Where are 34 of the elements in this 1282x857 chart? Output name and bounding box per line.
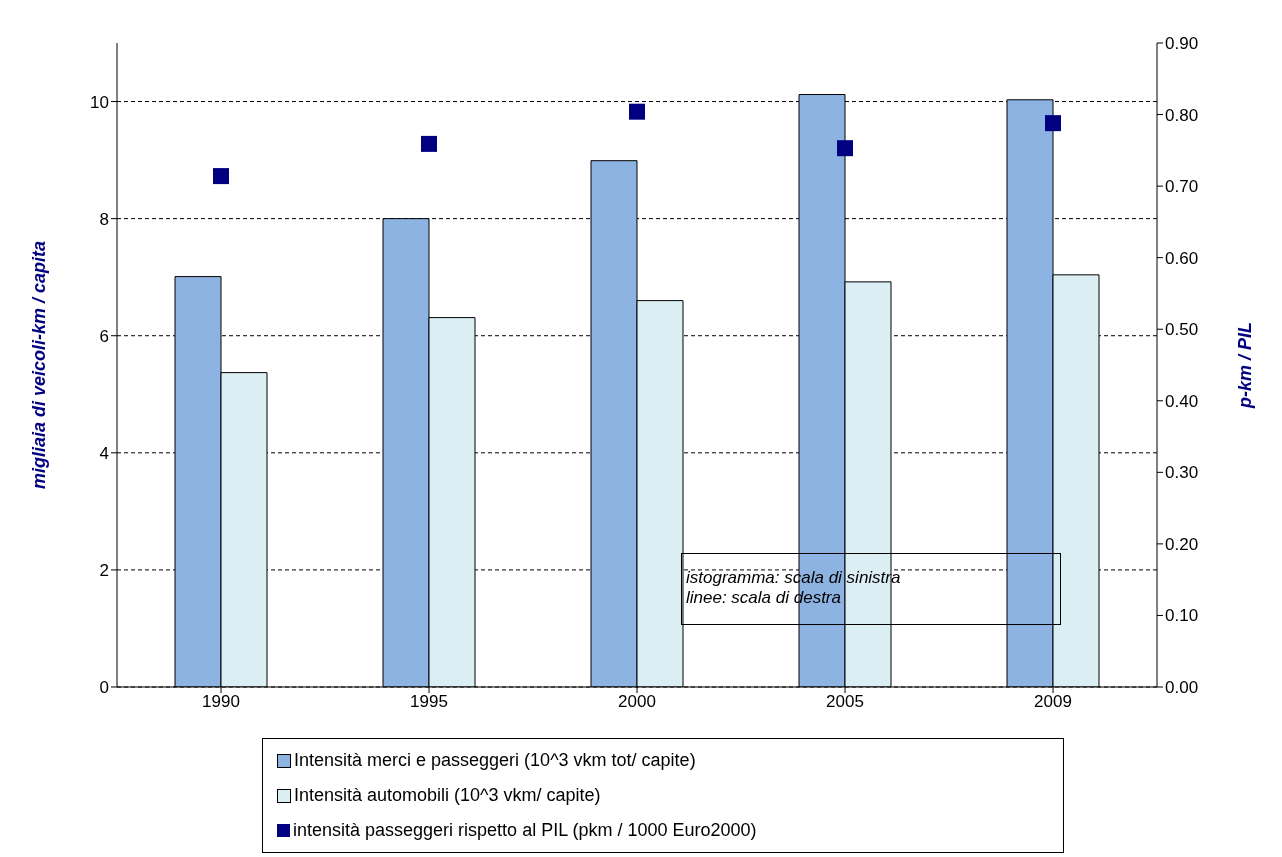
y2-tick-label: 0.30 [1165,463,1199,483]
annotation: linee: scala di destra [686,588,842,608]
y2-tick-label: 0.40 [1165,391,1199,411]
x-tick-label: 1990 [202,692,240,712]
y-tick-label: 4 [99,443,109,463]
annotation: istogramma: scala di sinistra [686,568,902,588]
x-tick-label: 2009 [1034,692,1072,712]
point [1045,115,1061,132]
y2-tick-label: 0.00 [1165,678,1199,698]
legend-label: Intensità merci e passeggeri (10^3 vkm tot/ capite) [294,750,696,771]
point [213,168,229,185]
x-tick-label: 1995 [410,692,448,712]
y2-tick-label: 0.80 [1165,105,1199,125]
y2-tick-label: 0.10 [1165,606,1199,626]
point [421,135,437,152]
x-tick-label: 2000 [618,692,656,712]
note-box: istogramma: scala di sinistra linee: scala di destra [681,553,1061,625]
x-tick-label: 2005 [826,692,864,712]
y2-tick-label: 0.50 [1165,320,1199,340]
point [837,140,853,157]
y2-tick-label: 0.70 [1165,177,1199,197]
y-tick-label: 6 [99,326,109,346]
y2-tick-label: 0.90 [1165,34,1199,54]
y2-tick-label: 0.20 [1165,534,1199,554]
y-tick-label: 8 [99,209,109,229]
y-tick-label: 0 [99,678,109,697]
y-tick-label: 2 [99,560,109,580]
legend-label: Intensità automobili (10^3 vkm/ capite) [294,785,601,806]
y-axis-title: migliaia di veicoli-km / capita [29,240,50,490]
y2-axis-title: p-km / PIL [1235,321,1256,410]
y-tick-label: 10 [90,92,109,112]
y2-tick-label: 0.60 [1165,248,1199,268]
point [629,103,645,120]
legend-label: intensità passeggeri rispetto al PIL (pkm / 1000 Euro2000) [293,820,757,841]
